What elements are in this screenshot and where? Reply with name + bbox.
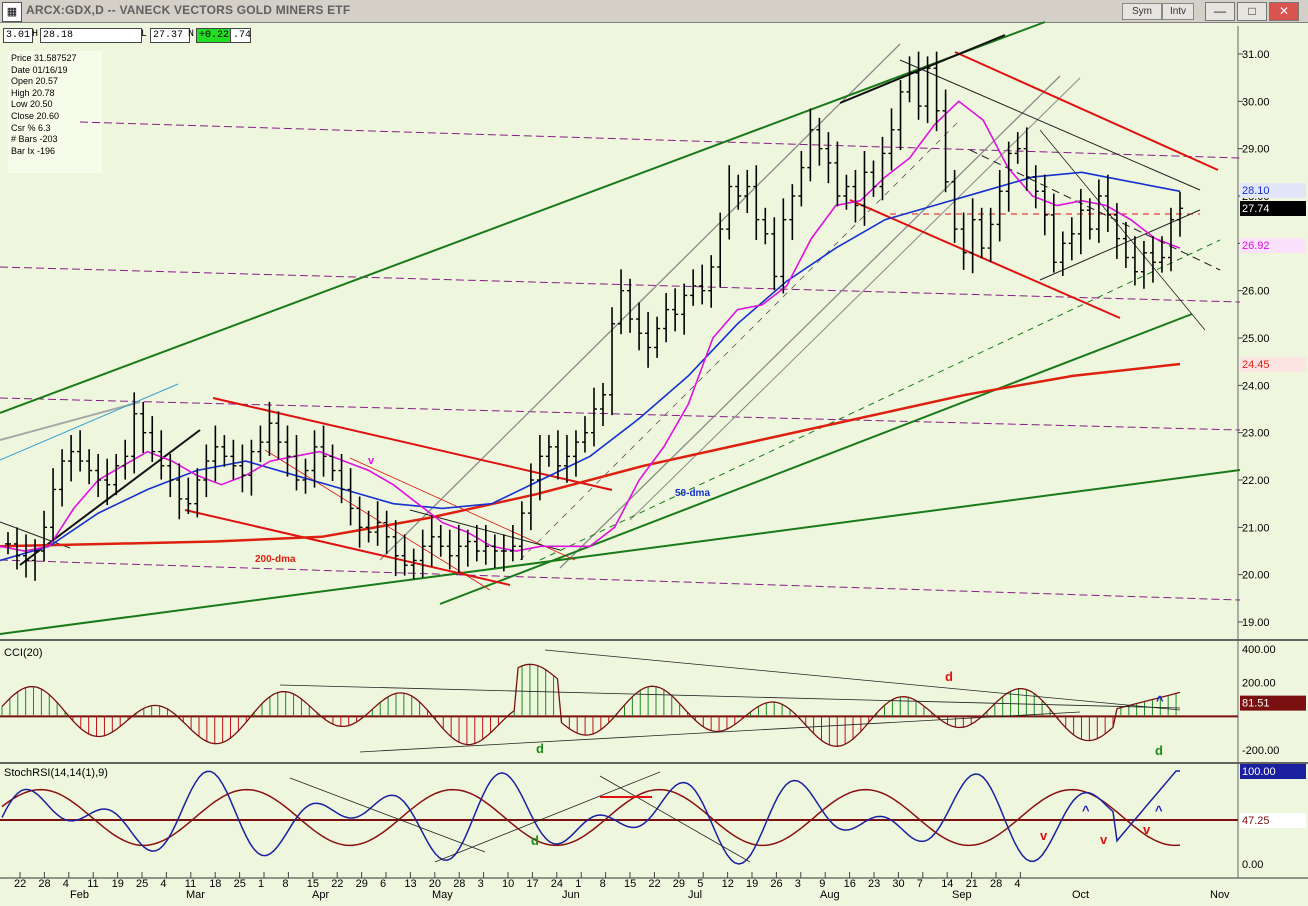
info-barix: Bar Ix -196 bbox=[11, 145, 56, 156]
info-close: Close 20.60 bbox=[11, 110, 60, 121]
info-date: Date 01/16/19 bbox=[11, 64, 68, 75]
title-bar: ▦ ARCX:GDX,D -- VANECK VECTORS GOLD MINE… bbox=[0, 0, 1308, 23]
intv-button[interactable]: Intv bbox=[1162, 3, 1194, 20]
low-value: 27.37 bbox=[150, 28, 190, 43]
net-trail: .74 bbox=[230, 28, 251, 43]
maximize-button[interactable]: □ bbox=[1237, 2, 1267, 21]
info-open: Open 20.57 bbox=[11, 76, 59, 87]
info-low: Low 20.50 bbox=[11, 99, 53, 110]
info-bars: # Bars -203 bbox=[11, 134, 58, 145]
close-button[interactable]: ✕ bbox=[1269, 2, 1299, 21]
info-high: High 20.78 bbox=[11, 87, 55, 98]
minimize-button[interactable]: — bbox=[1205, 2, 1235, 21]
open-value: 3.01 bbox=[3, 28, 33, 43]
chart-area[interactable] bbox=[0, 23, 1308, 906]
high-value: 28.18 bbox=[40, 28, 142, 43]
app-icon[interactable]: ▦ bbox=[2, 2, 22, 22]
net-change: +0.22 bbox=[196, 28, 234, 43]
info-csr: Csr % 6.3 bbox=[11, 122, 51, 133]
window-title: ARCX:GDX,D -- VANECK VECTORS GOLD MINERS… bbox=[26, 3, 351, 17]
data-window: Price 31.587527 Date 01/16/19 Open 20.57… bbox=[8, 51, 102, 173]
sym-button[interactable]: Sym bbox=[1122, 3, 1162, 20]
info-price: Price 31.587527 bbox=[11, 53, 77, 63]
